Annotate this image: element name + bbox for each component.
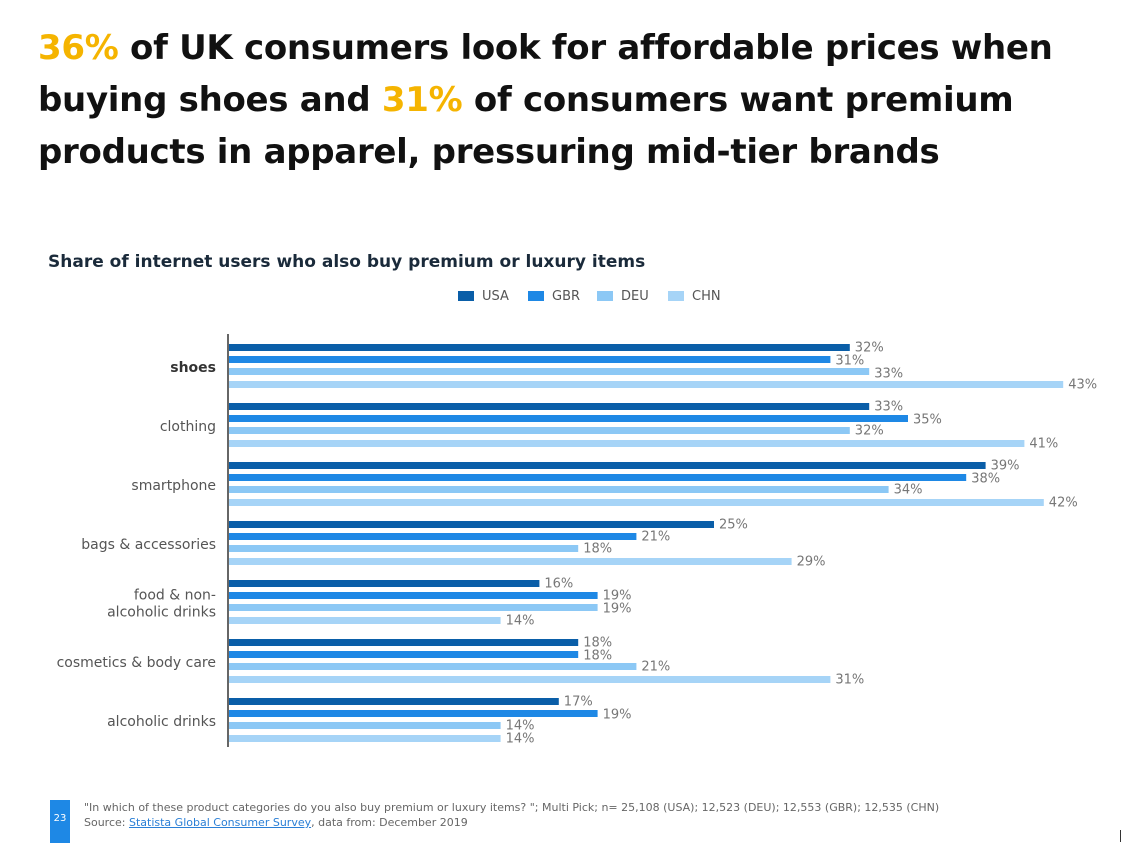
footnote: "In which of these product categories do… [84,800,1084,830]
data-label: 19% [603,708,632,723]
legend-swatch [528,291,544,301]
bar-usa [229,580,540,587]
data-label: 38% [971,472,1000,487]
bar-chn [229,735,501,742]
bar-gbr [229,651,579,658]
legend-item-chn: CHN [668,287,721,305]
headline-text-1: of UK consumers look for affordable pric… [38,28,1053,120]
headline: 36% of UK consumers look for affordable … [38,22,1118,178]
data-label: 41% [1029,437,1058,452]
category-label: cosmetics & body care [57,655,216,671]
text-cursor [1120,830,1121,842]
legend-item-deu: DEU [597,287,649,305]
legend-item-gbr: GBR [528,287,580,305]
data-label: 31% [835,673,864,688]
bar-gbr [229,533,637,540]
bar-gbr [229,710,598,717]
bar-gbr [229,474,967,481]
data-label: 14% [506,719,535,734]
bar-usa [229,344,850,351]
headline-highlight-1: 36% [38,28,119,68]
bar-gbr [229,356,831,363]
data-label: 32% [855,424,884,439]
category-label: alcoholic drinks [107,714,216,730]
data-label: 33% [874,367,903,382]
bar-chn [229,381,1064,388]
legend-item-usa: USA [458,287,509,305]
footnote-source: Source: Statista Global Consumer Survey,… [84,815,1084,830]
data-label: 43% [1068,378,1097,393]
bar-usa [229,639,579,646]
bar-deu [229,427,850,434]
bar-chn [229,440,1025,447]
category-label: shoes [170,360,216,376]
bar-chn [229,676,831,683]
data-label: 18% [583,649,612,664]
data-label: 18% [583,636,612,651]
legend-label: USA [482,288,509,304]
legend-label: CHN [692,288,721,304]
source-link[interactable]: Statista Global Consumer Survey [128,816,312,829]
data-label: 33% [874,400,903,415]
legend-label: DEU [621,288,649,304]
data-label: 19% [603,589,632,604]
bar-deu [229,545,579,552]
data-label: 34% [894,483,923,498]
bar-usa [229,403,870,410]
chart-title: Share of internet users who also buy pre… [48,252,646,272]
data-label: 29% [797,555,826,570]
page-number-box [50,800,70,843]
legend-swatch [458,291,474,301]
data-label: 14% [506,732,535,747]
bar-chn [229,558,792,565]
data-label: 25% [719,518,748,533]
bar-gbr [229,415,908,422]
data-label: 35% [913,413,942,428]
data-label: 31% [835,354,864,369]
category-label: clothing [160,419,216,435]
bar-gbr [229,592,598,599]
chart-legend: USA GBR DEU CHN [0,287,1148,305]
bar-chn [229,499,1044,506]
data-label: 17% [564,695,593,710]
page-number: 23 [53,813,67,824]
data-label: 42% [1049,496,1078,511]
category-label: food & non- [134,588,216,604]
source-prefix: Source: [84,816,129,829]
category-label: bags & accessories [81,537,216,553]
data-label: 39% [991,459,1020,474]
data-label: 14% [506,614,535,629]
data-label: 16% [544,577,573,592]
data-label: 19% [603,602,632,617]
bar-chart: shoes32%31%33%43%clothing33%35%32%41%sma… [57,334,1097,747]
data-label: 21% [641,660,670,675]
legend-swatch [668,291,684,301]
legend-swatch [597,291,613,301]
footnote-question: "In which of these product categories do… [84,801,940,814]
data-label: 18% [583,542,612,557]
bar-deu [229,486,889,493]
category-label: alcoholic drinks [107,605,216,621]
headline-text-2: of consumers want premium products in ap… [38,80,1014,172]
legend-label: GBR [552,288,581,304]
headline-highlight-2: 31% [381,80,463,120]
bar-deu [229,604,598,611]
bar-deu [229,663,637,670]
bar-deu [229,368,870,375]
bar-usa [229,698,559,705]
data-label: 32% [855,341,884,356]
category-label: smartphone [131,478,216,494]
bar-usa [229,462,986,469]
source-suffix: , data from: December 2019 [311,816,468,829]
bar-chn [229,617,501,624]
bar-deu [229,722,501,729]
bar-usa [229,521,714,528]
data-label: 21% [641,530,670,545]
